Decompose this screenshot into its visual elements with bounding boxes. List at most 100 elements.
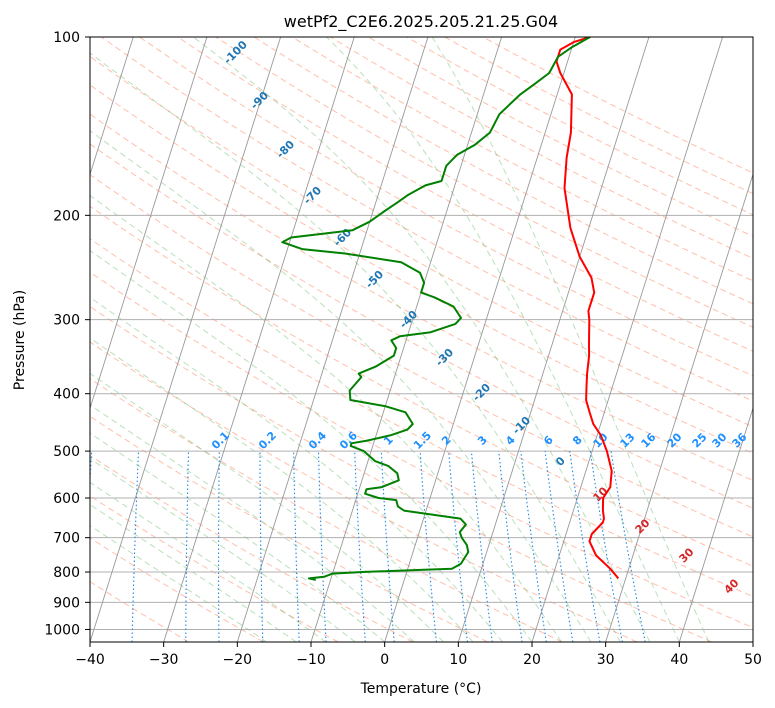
isotherm — [90, 37, 282, 642]
isotherm — [90, 37, 208, 410]
pressure-gridlines — [90, 37, 753, 630]
y-tick-label: 900 — [53, 595, 80, 611]
y-tick-label: 500 — [53, 444, 80, 460]
dry-adiabat-label: -60 — [331, 226, 354, 249]
dry-adiabat — [90, 580, 190, 642]
moist-adiabat — [90, 481, 326, 642]
mixing-ratio-line — [610, 451, 646, 642]
moist-adiabat — [90, 130, 592, 642]
mixing-ratio-line — [448, 451, 469, 642]
dry-adiabat-label: -30 — [433, 346, 456, 369]
y-tick-label: 400 — [53, 387, 80, 403]
mixing-ratio-label: 3 — [475, 433, 490, 448]
y-tick-label: 700 — [53, 531, 80, 547]
dry-adiabat-label: -50 — [363, 268, 386, 291]
x-tick-label: 30 — [597, 652, 615, 668]
isotherm — [678, 406, 753, 642]
mixing-ratio-line — [470, 451, 493, 642]
isotherm — [90, 37, 134, 176]
x-tick-label: 20 — [523, 652, 541, 668]
moist-adiabat — [90, 404, 415, 642]
x-tick-label: 40 — [670, 652, 688, 668]
mixing-ratio-line — [419, 451, 437, 642]
dry-adiabat-label: -70 — [301, 184, 324, 207]
isotherm — [384, 37, 576, 642]
isotherm — [457, 37, 650, 642]
isotherm — [752, 640, 753, 642]
mixing-ratio-lines — [90, 451, 646, 642]
mixing-ratio-line — [544, 451, 574, 642]
dry-adiabat — [215, 37, 753, 328]
dry-adiabat-label: 0 — [553, 454, 568, 469]
dry-adiabat — [482, 37, 753, 174]
mixing-ratio-label: 36 — [730, 430, 750, 450]
dry-adiabat-label: -80 — [274, 138, 297, 161]
mixing-ratio-label: 25 — [690, 431, 710, 451]
mixing-ratio-line — [131, 451, 140, 642]
moist-adiabat — [90, 249, 533, 642]
mixing-ratio-label: 16 — [639, 430, 659, 450]
mixing-ratio-line — [259, 451, 264, 642]
mixing-ratio-label: 1.5 — [411, 429, 434, 452]
moist-adiabat-label: 30 — [677, 545, 697, 565]
x-tick-label: −30 — [149, 652, 179, 668]
x-axis-ticks: −40 −30 −20 −10 0 10 20 30 40 50 — [75, 642, 762, 668]
dry-adiabat — [90, 495, 339, 642]
moist-adiabats — [90, 37, 710, 642]
series-line — [555, 37, 620, 580]
dry-adiabats — [90, 37, 753, 642]
mixing-ratio-line — [354, 451, 366, 642]
y-tick-label: 1000 — [44, 622, 80, 638]
chart-title: wetPf2_C2E6.2025.205.21.25.G04 — [284, 12, 558, 32]
dry-adiabat — [101, 37, 753, 402]
mixing-ratio-label: 6 — [541, 433, 556, 448]
moist-adiabat — [90, 337, 474, 642]
dry-adiabat-label: -10 — [510, 414, 533, 437]
dry-adiabat — [90, 84, 753, 454]
plot-area: -100-90-80-70-60-50-40-30-20-10010203040… — [90, 37, 753, 642]
moist-adiabat — [192, 37, 651, 642]
moist-adiabat — [90, 195, 562, 642]
moist-adiabat — [431, 37, 710, 642]
x-tick-label: −40 — [75, 652, 105, 668]
isotherm — [236, 37, 429, 642]
x-tick-label: −10 — [296, 652, 326, 668]
mixing-ratio-label: 0.4 — [306, 429, 329, 452]
mixing-ratio-line — [520, 451, 547, 642]
mixing-ratio-line — [498, 451, 523, 642]
moist-adiabat — [90, 525, 268, 642]
y-axis-ticks: 100 200 300 400 500 600 700 800 900 1000 — [44, 30, 90, 638]
series-line — [281, 37, 591, 581]
plot-frame — [89, 36, 754, 643]
dry-adiabat — [90, 271, 753, 629]
x-tick-label: 50 — [744, 652, 762, 668]
y-axis-label: Pressure (hPa) — [12, 290, 28, 390]
moist-adiabat — [326, 37, 680, 642]
dry-adiabat — [291, 37, 753, 282]
dry-adiabat — [90, 113, 753, 482]
x-tick-label: 10 — [449, 652, 467, 668]
dry-adiabat — [444, 37, 753, 195]
moist-adiabat-label: 10 — [591, 484, 611, 504]
mixing-ratio-label: 30 — [710, 430, 730, 450]
dry-adiabat — [253, 37, 753, 305]
moist-adiabat — [90, 372, 444, 642]
moist-adiabat-label: 40 — [722, 576, 742, 596]
isotherm — [310, 37, 503, 642]
dry-adiabat — [90, 454, 414, 642]
dry-adiabat — [90, 378, 563, 642]
moist-adiabat — [90, 503, 297, 642]
dry-adiabat — [90, 143, 753, 509]
mixing-ratio-label: 8 — [570, 433, 585, 448]
dry-adiabat — [139, 37, 753, 377]
dry-adiabat — [90, 341, 638, 642]
series-lines — [281, 37, 620, 581]
dry-adiabat — [90, 305, 712, 642]
x-tick-label: −20 — [223, 652, 253, 668]
y-tick-label: 600 — [53, 491, 80, 507]
y-tick-label: 200 — [53, 208, 80, 224]
dry-adiabat — [90, 238, 753, 598]
line-labels: -100-90-80-70-60-50-40-30-20-10010203040… — [209, 38, 750, 597]
mixing-ratio-label: 2 — [439, 433, 454, 448]
